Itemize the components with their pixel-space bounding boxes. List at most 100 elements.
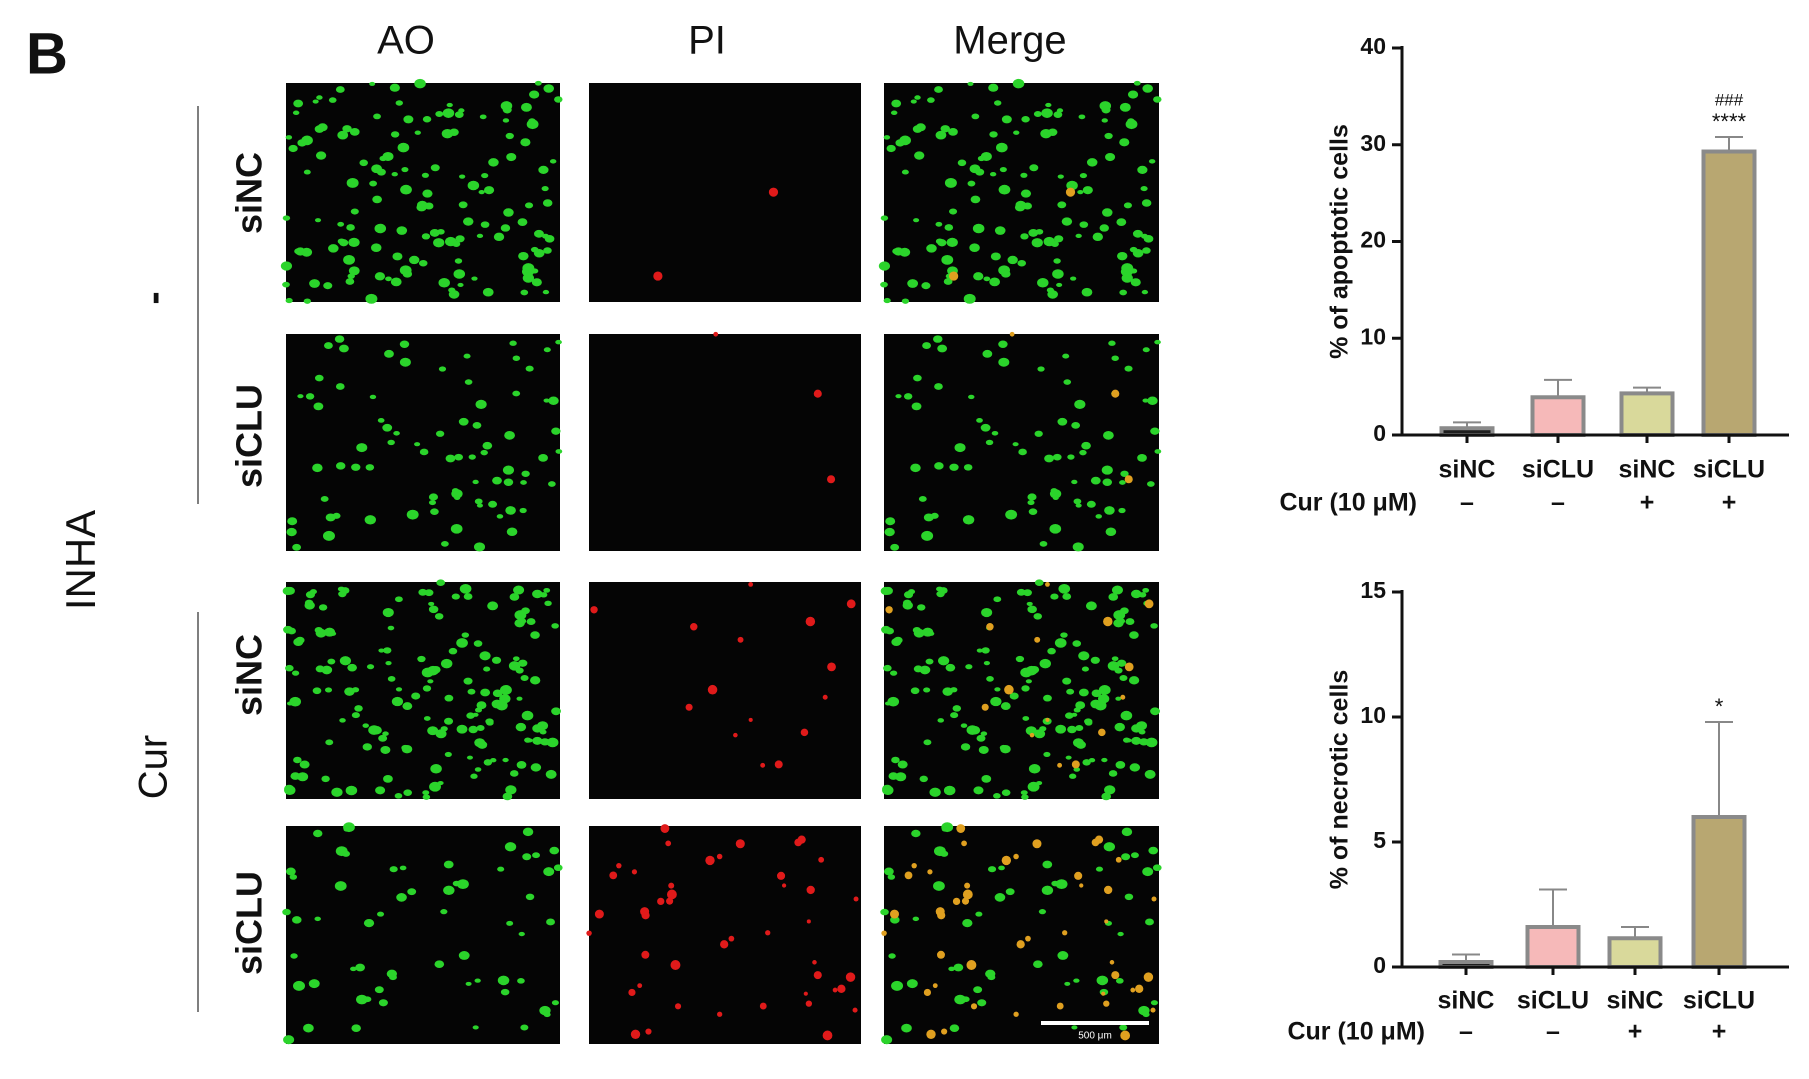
cell — [428, 601, 435, 606]
cell — [293, 980, 306, 991]
cell — [953, 963, 964, 972]
cell — [1013, 1011, 1019, 1017]
cell — [430, 164, 440, 172]
cell — [913, 218, 920, 223]
cell — [901, 298, 910, 304]
cell — [980, 731, 988, 736]
cell — [287, 517, 298, 526]
cell — [532, 852, 540, 859]
cell — [1104, 132, 1113, 140]
cell — [1062, 930, 1068, 936]
cell — [1095, 514, 1102, 519]
cell — [845, 972, 856, 982]
cell — [534, 80, 542, 86]
cell — [500, 101, 513, 111]
cell — [1072, 542, 1084, 552]
cell — [553, 864, 563, 872]
cell — [292, 110, 300, 116]
cell — [508, 661, 521, 671]
significance: * — [1715, 694, 1724, 719]
cell — [1025, 679, 1032, 684]
cell — [737, 636, 744, 643]
cell — [458, 417, 469, 426]
cell — [448, 290, 460, 299]
cell — [506, 152, 517, 162]
cell — [301, 135, 313, 146]
cell — [337, 130, 349, 140]
cell — [394, 596, 403, 603]
cell — [1000, 702, 1011, 710]
cell — [1111, 389, 1120, 398]
cell — [350, 966, 357, 972]
cell — [450, 523, 463, 534]
cell — [546, 918, 555, 926]
cell — [509, 593, 520, 601]
cell — [303, 169, 311, 175]
cell — [1082, 186, 1093, 195]
cell — [1045, 581, 1050, 587]
cell — [463, 353, 471, 359]
cell — [1020, 189, 1032, 198]
cell — [324, 627, 336, 637]
cell — [967, 180, 976, 187]
cell — [463, 217, 474, 226]
cell — [818, 856, 825, 863]
cell — [668, 882, 675, 889]
cell — [666, 897, 674, 905]
cell — [532, 589, 543, 599]
cell — [476, 701, 487, 710]
cell — [374, 272, 386, 281]
cell — [1140, 186, 1148, 192]
cell — [542, 199, 553, 207]
cell — [1069, 773, 1077, 779]
cell — [822, 1030, 833, 1041]
y-axis-label: % of apoptotic cells — [1326, 124, 1354, 359]
cell — [885, 606, 893, 614]
cell — [396, 226, 408, 235]
cell — [461, 632, 470, 638]
cell — [1079, 883, 1084, 888]
cell — [543, 247, 552, 254]
cell — [283, 1035, 295, 1045]
cell — [414, 442, 421, 447]
cell — [1124, 365, 1133, 372]
cell — [837, 984, 846, 993]
cell — [1115, 978, 1124, 984]
cell — [1033, 613, 1043, 620]
cell — [936, 590, 945, 598]
cell — [414, 78, 426, 89]
cell — [962, 889, 973, 900]
cell — [950, 687, 958, 693]
cell — [418, 588, 428, 596]
cell — [926, 244, 937, 253]
cell — [335, 462, 346, 470]
cell — [733, 732, 738, 738]
cell — [981, 607, 993, 618]
cell — [853, 896, 859, 902]
cell — [1075, 724, 1084, 732]
cell — [293, 756, 302, 764]
group-label: - — [132, 291, 176, 304]
cell — [548, 481, 556, 487]
cell — [290, 953, 298, 959]
cell — [382, 607, 394, 618]
cell — [1033, 111, 1042, 117]
cell — [910, 463, 921, 473]
cell — [504, 430, 515, 440]
cell — [1091, 689, 1102, 698]
cell — [887, 874, 896, 880]
cell — [998, 340, 1008, 348]
cell — [444, 751, 452, 757]
cell — [456, 724, 468, 734]
cell — [806, 885, 815, 895]
cell — [1058, 583, 1071, 594]
cell — [293, 99, 304, 108]
y-tick-label: 0 — [1373, 952, 1386, 978]
cell — [1034, 579, 1044, 587]
cell — [521, 710, 534, 721]
cell — [950, 712, 959, 719]
cell — [998, 184, 1011, 195]
cell — [881, 930, 887, 936]
cell — [411, 692, 421, 700]
cell — [885, 517, 896, 526]
